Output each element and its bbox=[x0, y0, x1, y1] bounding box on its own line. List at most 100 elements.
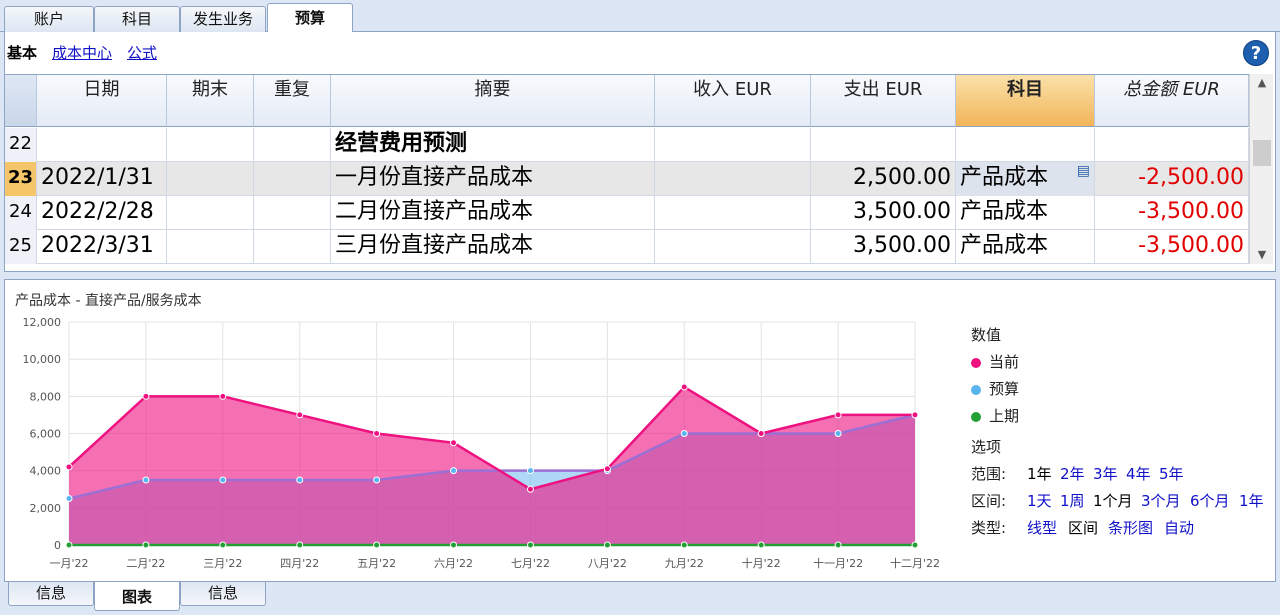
interval-1y[interactable]: 1年 bbox=[1239, 492, 1264, 510]
legend-item-current[interactable]: 当前 bbox=[971, 351, 1019, 372]
y-tick-label: 2,000 bbox=[30, 502, 62, 515]
btab-chart[interactable]: 图表 bbox=[94, 582, 180, 611]
expense-cell[interactable] bbox=[811, 128, 956, 162]
col-header-date[interactable]: 日期 bbox=[37, 75, 167, 127]
data-point-previous bbox=[219, 541, 227, 549]
col-header-repeat[interactable]: 重复 bbox=[254, 75, 331, 127]
type-auto[interactable]: 自动 bbox=[1164, 519, 1195, 537]
type-bar[interactable]: 条形图 bbox=[1108, 519, 1154, 537]
repeat-cell[interactable] bbox=[254, 230, 331, 264]
data-point-previous bbox=[296, 541, 304, 549]
account-cell[interactable]: 产品成本 ▤ bbox=[956, 162, 1095, 196]
tab-accounts[interactable]: 账户 bbox=[4, 6, 94, 32]
range-3y[interactable]: 3年 bbox=[1093, 465, 1118, 483]
range-2y[interactable]: 2年 bbox=[1060, 465, 1085, 483]
col-header-account[interactable]: 科目 bbox=[956, 75, 1095, 127]
col-header-expense[interactable]: 支出 EUR bbox=[811, 75, 956, 127]
description-cell[interactable]: 二月份直接产品成本 bbox=[331, 196, 655, 230]
btab-info-1[interactable]: 信息 bbox=[8, 582, 94, 606]
range-4y[interactable]: 4年 bbox=[1126, 465, 1151, 483]
col-header-description[interactable]: 摘要 bbox=[331, 75, 655, 127]
col-header-income[interactable]: 收入 EUR bbox=[655, 75, 811, 127]
tab-transactions[interactable]: 发生业务 bbox=[180, 6, 266, 32]
income-cell[interactable] bbox=[655, 230, 811, 264]
row-number: 22 bbox=[5, 128, 37, 162]
table-row[interactable]: 24 2022/2/28 二月份直接产品成本 3,500.00 产品成本 -3,… bbox=[5, 196, 1249, 230]
data-point-budget bbox=[373, 476, 381, 484]
repeat-cell[interactable] bbox=[254, 128, 331, 162]
legend-dot-previous bbox=[971, 411, 981, 422]
date-cell[interactable]: 2022/3/31 bbox=[37, 230, 167, 264]
period-end-cell[interactable] bbox=[167, 196, 254, 230]
expense-cell[interactable]: 2,500.00 bbox=[811, 162, 956, 196]
data-point-current bbox=[373, 430, 381, 437]
view-basic[interactable]: 基本 bbox=[7, 44, 38, 62]
question-circle-icon[interactable]: ? bbox=[1243, 40, 1269, 66]
data-point-current bbox=[65, 463, 73, 471]
data-point-current bbox=[450, 439, 458, 447]
data-point-budget bbox=[450, 467, 458, 475]
repeat-cell[interactable] bbox=[254, 196, 331, 230]
btab-info-2[interactable]: 信息 bbox=[180, 582, 266, 606]
data-point-previous bbox=[65, 541, 73, 549]
tab-budget[interactable]: 预算 bbox=[267, 3, 353, 33]
y-tick-label: 6,000 bbox=[30, 428, 62, 441]
account-cell[interactable]: 产品成本 bbox=[956, 196, 1095, 230]
scroll-down-arrow-icon[interactable]: ▼ bbox=[1257, 248, 1267, 261]
legend-item-previous[interactable]: 上期 bbox=[971, 405, 1019, 426]
description-cell[interactable]: 一月份直接产品成本 bbox=[331, 162, 655, 196]
type-line[interactable]: 线型 bbox=[1027, 519, 1058, 537]
data-point-budget bbox=[680, 430, 688, 437]
col-header-period-end[interactable]: 期末 bbox=[167, 75, 254, 127]
data-point-current bbox=[757, 430, 765, 437]
repeat-cell[interactable] bbox=[254, 162, 331, 196]
expense-cell[interactable]: 3,500.00 bbox=[811, 230, 956, 264]
date-cell[interactable]: 2022/2/28 bbox=[37, 196, 167, 230]
account-cell[interactable] bbox=[956, 128, 1095, 162]
type-area[interactable]: 区间 bbox=[1068, 519, 1099, 537]
period-end-cell[interactable] bbox=[167, 162, 254, 196]
description-cell[interactable]: 经营费用预测 bbox=[331, 128, 655, 162]
date-cell[interactable] bbox=[37, 128, 167, 162]
table-row[interactable]: 23 2022/1/31 一月份直接产品成本 2,500.00 产品成本 ▤ -… bbox=[5, 162, 1249, 196]
description-cell[interactable]: 三月份直接产品成本 bbox=[331, 230, 655, 264]
series-line-current bbox=[68, 385, 915, 491]
interval-1d[interactable]: 1天 bbox=[1027, 492, 1052, 510]
total-cell bbox=[1095, 128, 1249, 162]
data-point-previous bbox=[450, 541, 458, 549]
period-end-cell[interactable] bbox=[167, 128, 254, 162]
edit-list-icon[interactable]: ▤ bbox=[1076, 163, 1090, 179]
date-cell[interactable]: 2022/1/31 bbox=[37, 162, 167, 196]
scroll-up-arrow-icon[interactable]: ▲ bbox=[1257, 76, 1267, 89]
legend-label-previous: 上期 bbox=[989, 407, 1020, 425]
data-point-previous bbox=[603, 541, 611, 549]
range-5y[interactable]: 5年 bbox=[1159, 465, 1184, 483]
table-scrollbar[interactable]: ▲ ▼ bbox=[1249, 74, 1273, 264]
interval-1m[interactable]: 1个月 bbox=[1093, 492, 1133, 510]
table-row[interactable]: 22 经营费用预测 bbox=[5, 128, 1249, 162]
legend-label-budget: 预算 bbox=[989, 380, 1020, 398]
view-cost-center-link[interactable]: 成本中心 bbox=[52, 44, 113, 62]
interval-3m[interactable]: 3个月 bbox=[1141, 492, 1181, 510]
period-end-cell[interactable] bbox=[167, 230, 254, 264]
legend-item-budget[interactable]: 预算 bbox=[971, 378, 1019, 399]
col-header-total[interactable]: 总金额 EUR bbox=[1095, 75, 1249, 127]
table-row[interactable]: 25 2022/3/31 三月份直接产品成本 3,500.00 产品成本 -3,… bbox=[5, 230, 1249, 264]
income-cell[interactable] bbox=[655, 162, 811, 196]
range-1y[interactable]: 1年 bbox=[1027, 465, 1052, 483]
interval-6m[interactable]: 6个月 bbox=[1190, 492, 1230, 510]
account-cell[interactable]: 产品成本 bbox=[956, 230, 1095, 264]
range-label: 范围: bbox=[971, 465, 1007, 483]
expense-cell[interactable]: 3,500.00 bbox=[811, 196, 956, 230]
tab-categories[interactable]: 科目 bbox=[94, 6, 180, 32]
options-label: 选项 bbox=[971, 438, 1002, 456]
income-cell[interactable] bbox=[655, 196, 811, 230]
view-formula-link[interactable]: 公式 bbox=[127, 44, 158, 62]
legend-values-label: 数值 bbox=[971, 326, 1002, 344]
x-tick-label: 五月'22 bbox=[357, 557, 396, 570]
income-cell[interactable] bbox=[655, 128, 811, 162]
scroll-thumb[interactable] bbox=[1253, 140, 1271, 166]
interval-1w[interactable]: 1周 bbox=[1060, 492, 1085, 510]
x-tick-label: 九月'22 bbox=[665, 557, 704, 570]
data-point-current bbox=[526, 485, 534, 493]
